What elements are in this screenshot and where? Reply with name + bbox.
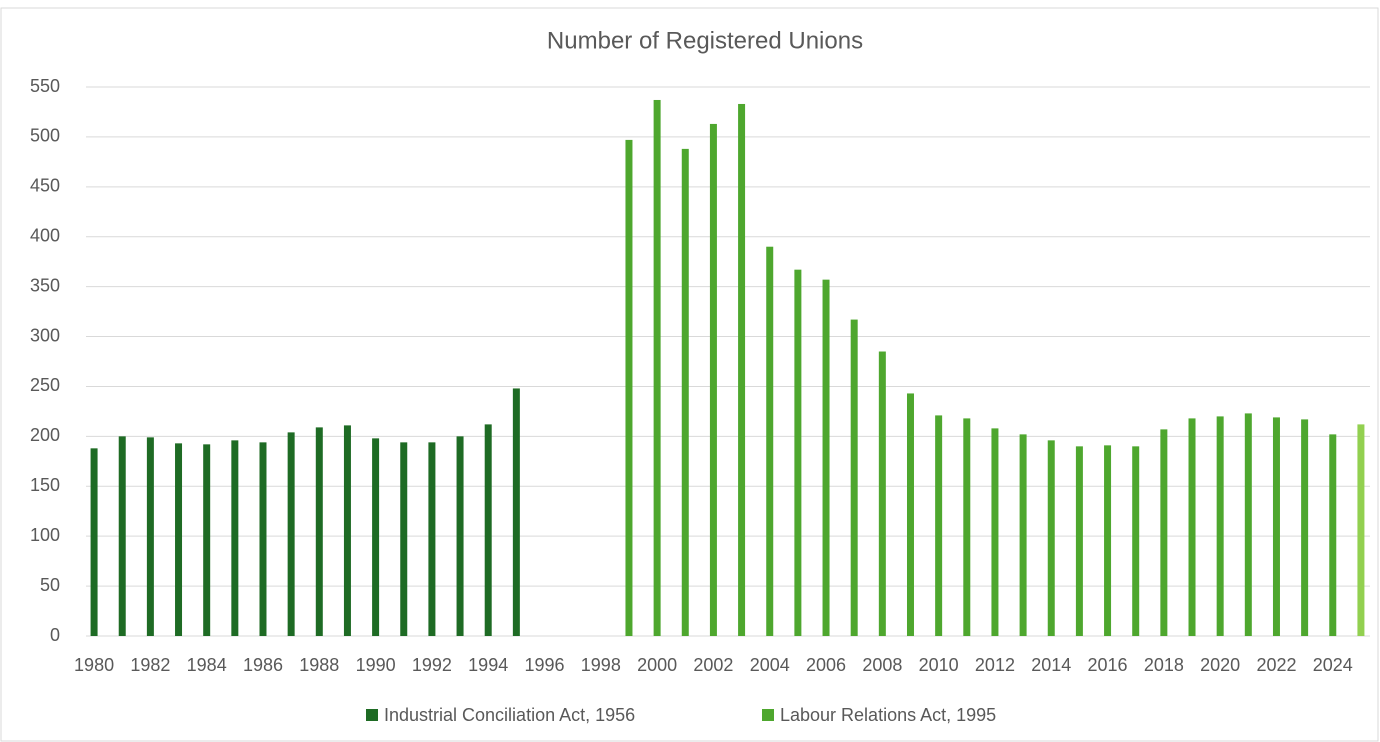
x-tick-label: 2024 <box>1313 655 1353 675</box>
bar <box>738 103 746 636</box>
x-tick-label: 1998 <box>581 655 621 675</box>
x-tick-label: 2016 <box>1088 655 1128 675</box>
bar <box>1216 416 1224 636</box>
x-tick-label: 1986 <box>243 655 283 675</box>
y-tick-label: 150 <box>30 475 60 495</box>
bar <box>822 279 830 636</box>
y-tick-label: 450 <box>30 176 60 196</box>
x-tick-label: 1988 <box>299 655 339 675</box>
chart-title: Number of Registered Unions <box>547 27 863 54</box>
y-tick-label: 350 <box>30 275 60 295</box>
bar <box>653 99 661 636</box>
bar <box>681 148 689 636</box>
bar <box>456 436 464 636</box>
x-tick-label: 2022 <box>1256 655 1296 675</box>
bar <box>1188 418 1196 636</box>
bar <box>343 425 351 636</box>
bar <box>991 428 999 636</box>
x-tick-label: 2020 <box>1200 655 1240 675</box>
bar <box>1244 413 1252 636</box>
x-tick-label: 1984 <box>187 655 227 675</box>
x-tick-label: 1996 <box>524 655 564 675</box>
x-tick-label: 2012 <box>975 655 1015 675</box>
bar <box>1301 419 1309 636</box>
bar <box>231 440 239 636</box>
bar <box>1329 434 1337 636</box>
x-tick-label: 2002 <box>693 655 733 675</box>
legend-label: Industrial Conciliation Act, 1956 <box>384 705 635 725</box>
bar <box>400 442 408 636</box>
y-tick-label: 100 <box>30 525 60 545</box>
bar <box>935 415 943 636</box>
bar <box>625 139 633 637</box>
bar <box>259 442 267 636</box>
bar <box>1132 446 1140 636</box>
x-tick-label: 1982 <box>130 655 170 675</box>
bar <box>906 393 914 636</box>
bar <box>1047 440 1055 636</box>
x-tick-label: 2004 <box>750 655 790 675</box>
bar <box>287 432 295 636</box>
bar <box>90 448 98 636</box>
bar <box>709 123 717 636</box>
bar <box>315 427 323 636</box>
bar <box>428 442 436 636</box>
x-tick-label: 2018 <box>1144 655 1184 675</box>
x-tick-label: 1992 <box>412 655 452 675</box>
bar <box>175 443 183 636</box>
y-tick-label: 250 <box>30 375 60 395</box>
x-tick-label: 1990 <box>356 655 396 675</box>
y-tick-label: 550 <box>30 76 60 96</box>
legend-swatch <box>366 709 378 721</box>
bar <box>512 388 520 636</box>
bar <box>963 418 971 636</box>
y-tick-label: 500 <box>30 126 60 146</box>
bar <box>766 246 774 636</box>
bar <box>850 319 858 636</box>
bar <box>1160 429 1168 636</box>
y-tick-label: 0 <box>50 625 60 645</box>
bar <box>1104 445 1112 636</box>
bar <box>372 438 380 636</box>
bar <box>203 444 211 636</box>
x-tick-label: 1980 <box>74 655 114 675</box>
x-tick-label: 2000 <box>637 655 677 675</box>
y-tick-label: 300 <box>30 325 60 345</box>
bar <box>794 269 802 636</box>
bar <box>484 424 492 636</box>
bar <box>1272 417 1280 636</box>
bar <box>1075 446 1083 636</box>
legend-label: Labour Relations Act, 1995 <box>780 705 996 725</box>
x-tick-label: 2014 <box>1031 655 1071 675</box>
chart-border <box>0 7 1379 742</box>
y-tick-label: 200 <box>30 425 60 445</box>
x-tick-label: 2008 <box>862 655 902 675</box>
legend-swatch <box>762 709 774 721</box>
bar <box>1357 424 1365 636</box>
x-tick-label: 2010 <box>919 655 959 675</box>
x-tick-label: 2006 <box>806 655 846 675</box>
bar <box>118 436 126 636</box>
bar <box>878 351 886 636</box>
bar <box>146 437 154 636</box>
y-tick-label: 400 <box>30 225 60 245</box>
x-tick-label: 1994 <box>468 655 508 675</box>
bar <box>1019 434 1027 636</box>
y-tick-label: 50 <box>40 575 60 595</box>
